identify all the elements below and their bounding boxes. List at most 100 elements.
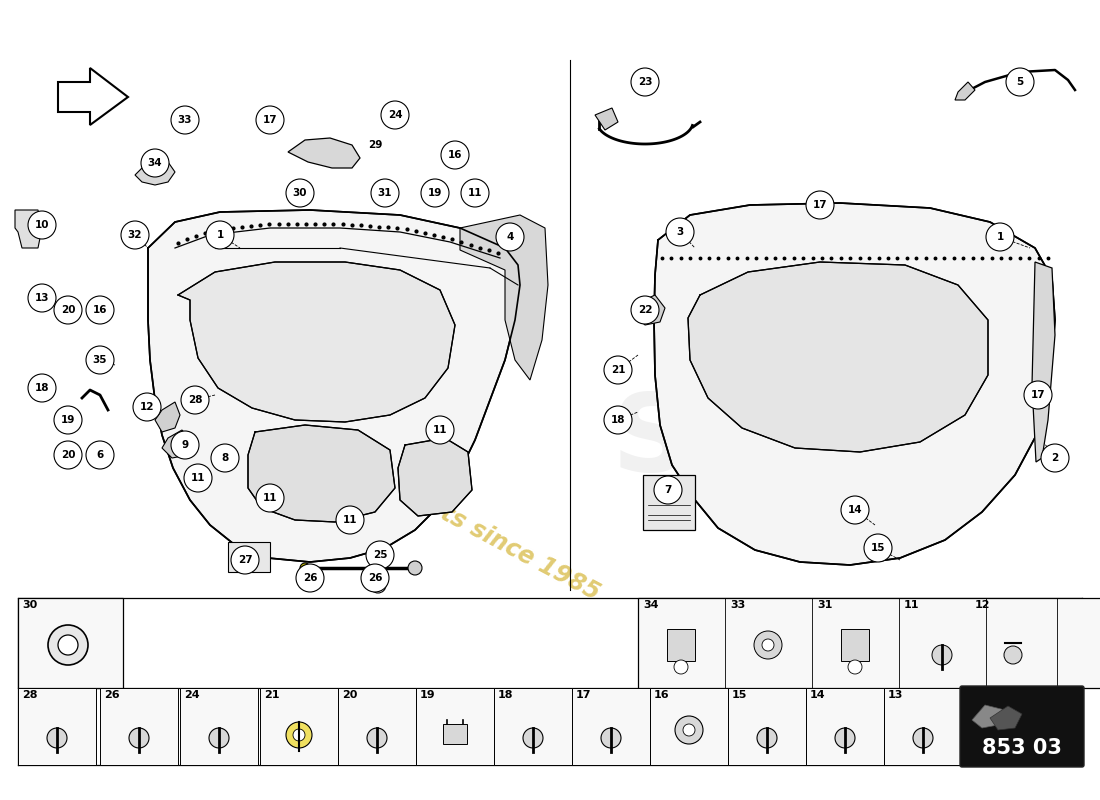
Circle shape <box>1041 444 1069 472</box>
Circle shape <box>286 179 313 207</box>
Text: 15: 15 <box>732 690 747 700</box>
Text: 18: 18 <box>35 383 50 393</box>
Text: 33: 33 <box>178 115 192 125</box>
Circle shape <box>133 393 161 421</box>
FancyBboxPatch shape <box>960 686 1084 767</box>
Polygon shape <box>148 210 520 562</box>
Circle shape <box>932 645 952 665</box>
Circle shape <box>674 660 688 674</box>
Polygon shape <box>135 160 175 185</box>
Polygon shape <box>15 210 42 248</box>
Bar <box>728 688 806 765</box>
Circle shape <box>58 635 78 655</box>
Text: 15: 15 <box>871 543 886 553</box>
Circle shape <box>141 149 169 177</box>
Text: 33: 33 <box>730 600 746 610</box>
Circle shape <box>361 564 389 592</box>
Text: 25: 25 <box>373 550 387 560</box>
Text: 30: 30 <box>293 188 307 198</box>
Circle shape <box>54 406 82 434</box>
Text: 28: 28 <box>22 690 37 700</box>
Circle shape <box>1004 646 1022 664</box>
Bar <box>338 688 416 765</box>
Bar <box>100 688 178 765</box>
Circle shape <box>1006 68 1034 96</box>
Text: 853 03: 853 03 <box>982 738 1062 758</box>
Text: 13: 13 <box>35 293 50 303</box>
Circle shape <box>86 346 114 374</box>
Circle shape <box>913 728 933 748</box>
Circle shape <box>1024 381 1052 409</box>
Circle shape <box>441 141 469 169</box>
Text: 14: 14 <box>848 505 862 515</box>
Circle shape <box>54 441 82 469</box>
Text: 35: 35 <box>92 355 108 365</box>
Text: 20: 20 <box>60 450 75 460</box>
Text: 27: 27 <box>238 555 252 565</box>
Text: 26: 26 <box>302 573 317 583</box>
Polygon shape <box>635 295 666 325</box>
Text: 34: 34 <box>147 158 163 168</box>
Polygon shape <box>58 68 128 125</box>
Bar <box>638 598 1100 688</box>
Text: 19: 19 <box>420 690 436 700</box>
Bar <box>443 724 468 744</box>
Circle shape <box>367 728 387 748</box>
Bar <box>667 629 695 661</box>
Bar <box>260 688 338 765</box>
Circle shape <box>754 631 782 659</box>
Polygon shape <box>688 262 988 452</box>
Circle shape <box>256 106 284 134</box>
Bar <box>416 688 494 765</box>
Text: 6: 6 <box>97 450 103 460</box>
Text: 19: 19 <box>60 415 75 425</box>
Circle shape <box>604 356 632 384</box>
Polygon shape <box>288 138 360 168</box>
Circle shape <box>206 221 234 249</box>
Circle shape <box>654 476 682 504</box>
Circle shape <box>28 284 56 312</box>
Text: 31: 31 <box>377 188 393 198</box>
Text: 26: 26 <box>367 573 383 583</box>
Bar <box>806 688 884 765</box>
Text: 3: 3 <box>676 227 683 237</box>
Text: 11: 11 <box>190 473 206 483</box>
Polygon shape <box>972 705 1005 728</box>
Circle shape <box>461 179 490 207</box>
Circle shape <box>842 496 869 524</box>
Text: 22: 22 <box>638 305 652 315</box>
Polygon shape <box>155 402 180 432</box>
Circle shape <box>211 444 239 472</box>
Bar <box>644 475 695 530</box>
Circle shape <box>381 101 409 129</box>
Circle shape <box>48 625 88 665</box>
Bar <box>18 598 123 688</box>
Text: 17: 17 <box>813 200 827 210</box>
Text: 2: 2 <box>1052 453 1058 463</box>
Circle shape <box>631 296 659 324</box>
Text: 1: 1 <box>997 232 1003 242</box>
Circle shape <box>835 728 855 748</box>
Circle shape <box>170 431 199 459</box>
Circle shape <box>300 563 310 573</box>
Circle shape <box>666 218 694 246</box>
Polygon shape <box>162 430 192 458</box>
Text: 4: 4 <box>506 232 514 242</box>
Text: 7: 7 <box>664 485 672 495</box>
Text: 21: 21 <box>264 690 279 700</box>
Circle shape <box>806 191 834 219</box>
Circle shape <box>601 728 621 748</box>
Bar <box>228 542 270 572</box>
Circle shape <box>336 506 364 534</box>
Polygon shape <box>460 215 548 380</box>
Text: 17: 17 <box>263 115 277 125</box>
Text: 16: 16 <box>92 305 108 315</box>
Bar <box>494 688 572 765</box>
Text: 14: 14 <box>810 690 826 700</box>
Circle shape <box>86 296 114 324</box>
Polygon shape <box>178 262 455 422</box>
Text: 18: 18 <box>610 415 625 425</box>
Circle shape <box>184 464 212 492</box>
Circle shape <box>47 728 67 748</box>
Text: 13: 13 <box>888 690 903 700</box>
